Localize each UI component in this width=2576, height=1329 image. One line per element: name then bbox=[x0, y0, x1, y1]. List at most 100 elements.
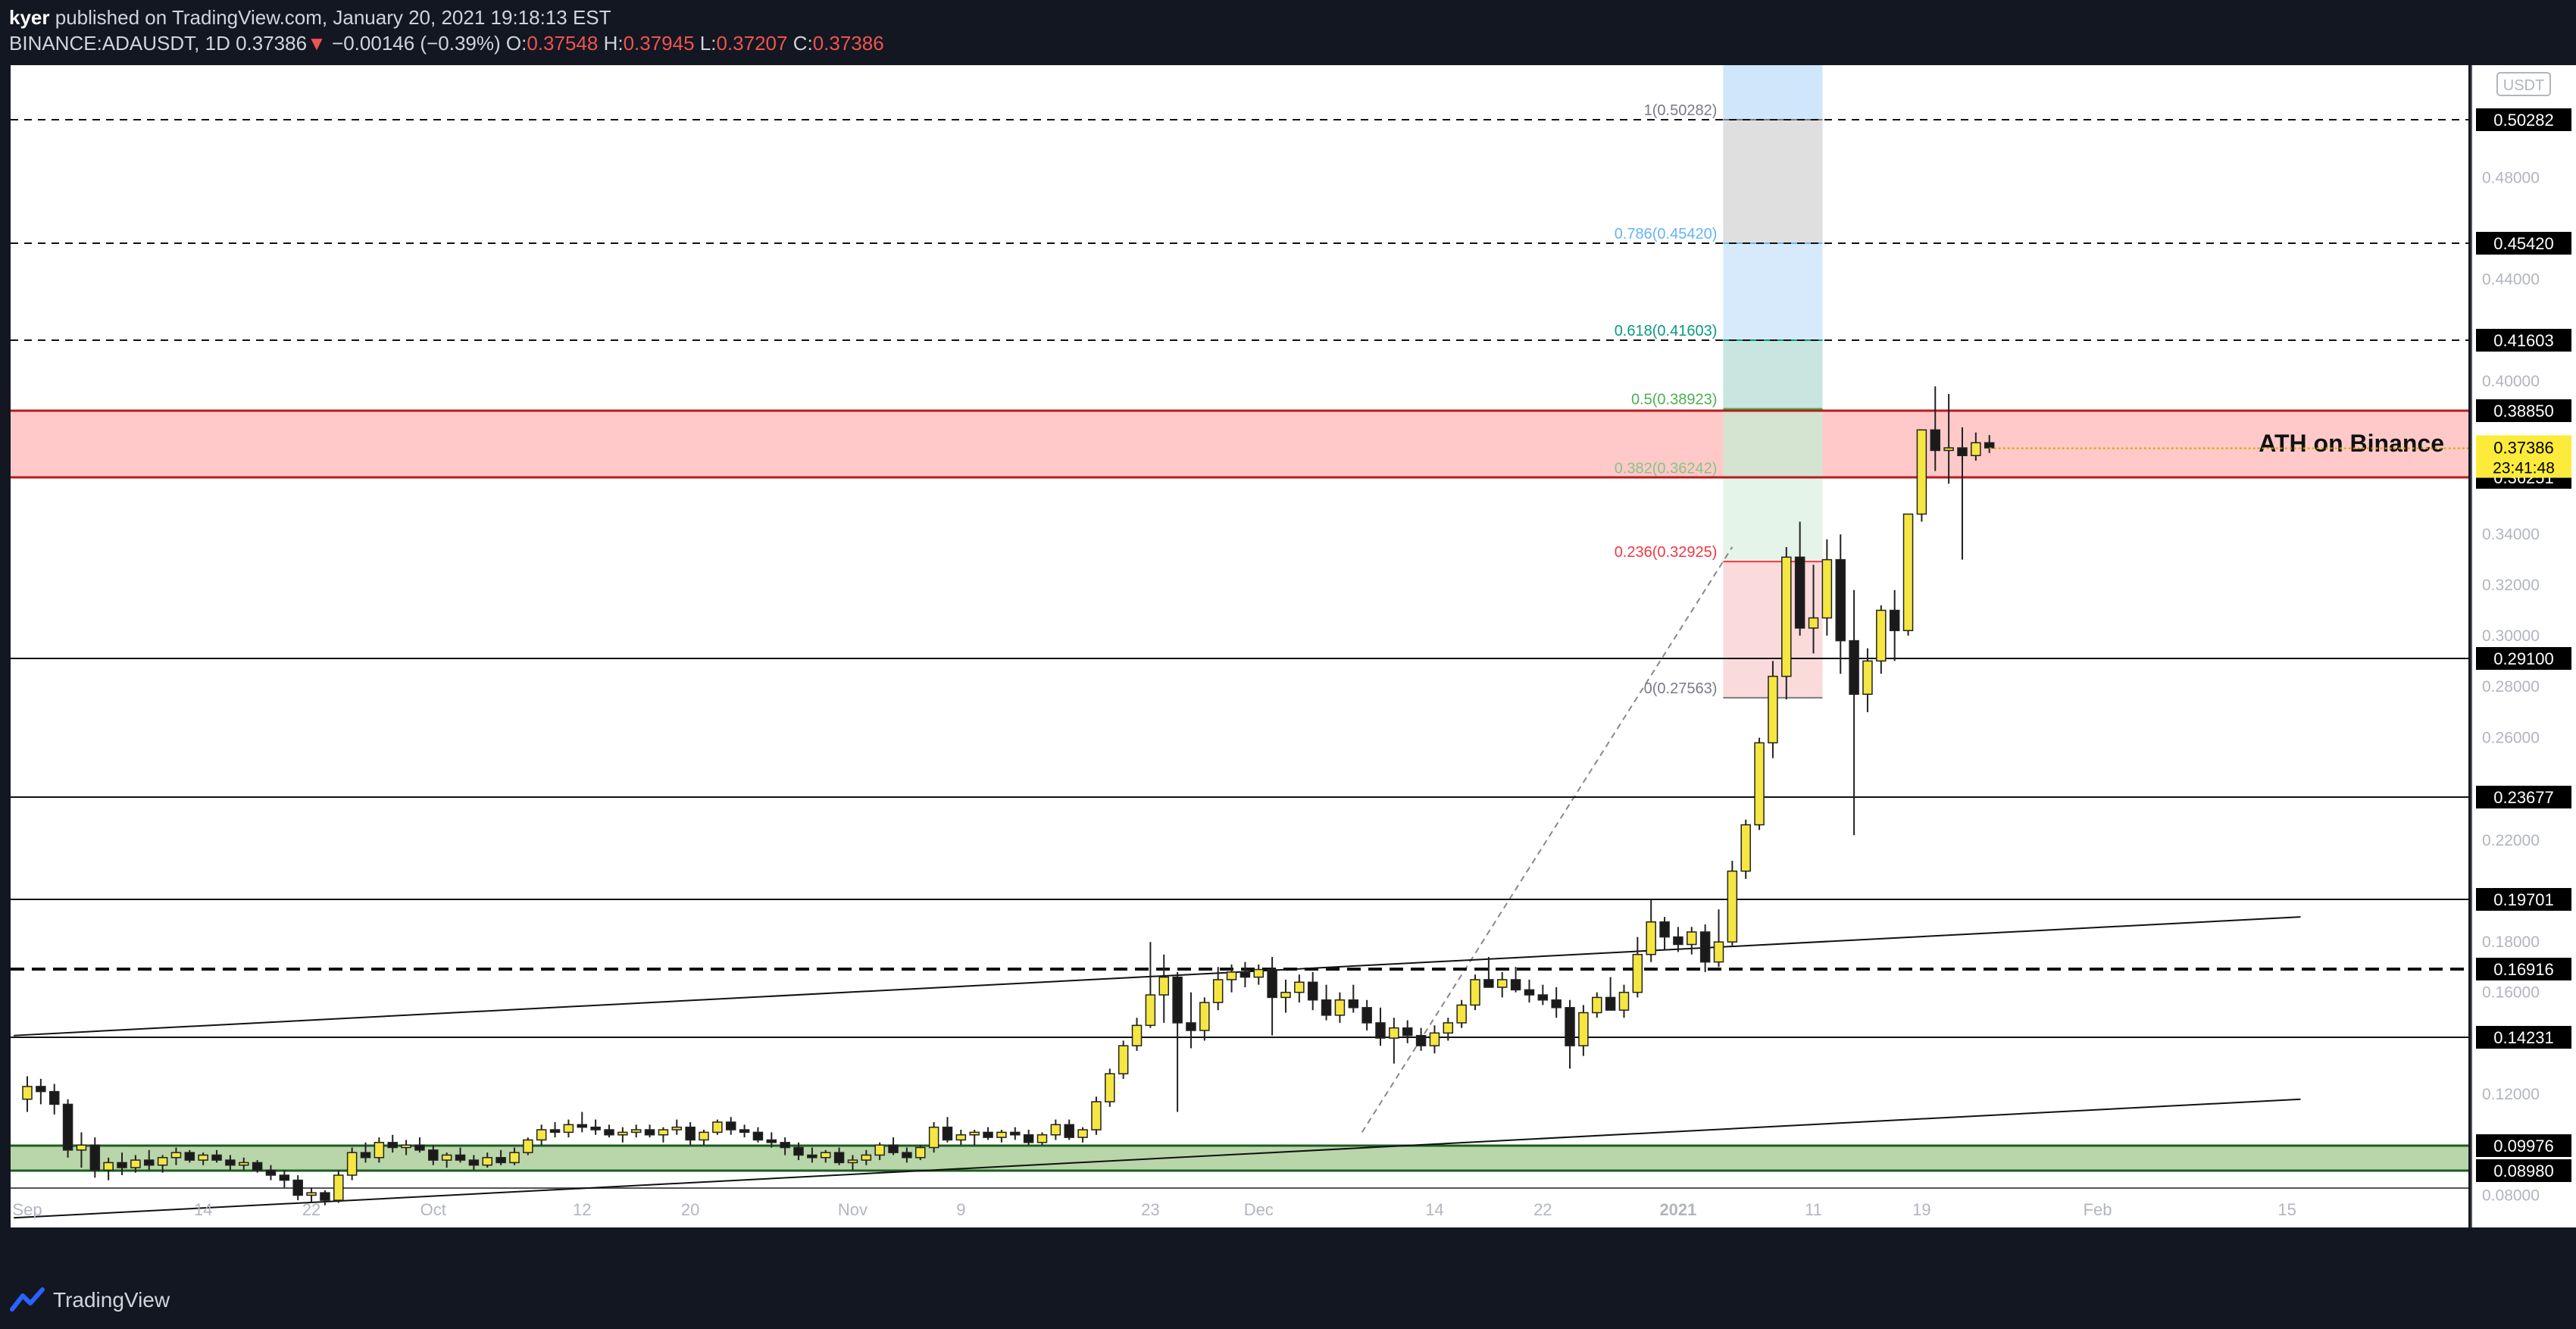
candle-body[interactable] bbox=[1119, 1046, 1128, 1074]
candle-body[interactable] bbox=[374, 1143, 383, 1158]
candle-body[interactable] bbox=[1186, 1023, 1196, 1030]
candle-body[interactable] bbox=[158, 1158, 167, 1165]
candle-body[interactable] bbox=[1308, 982, 1318, 999]
candle-body[interactable] bbox=[1214, 980, 1223, 1002]
candle-body[interactable] bbox=[605, 1130, 614, 1135]
candle-body[interactable] bbox=[1349, 1000, 1358, 1008]
price-chart[interactable]: 1(0.50282) 0.786(0.45420) 0.618(0.41603) 0.… bbox=[0, 65, 2576, 1273]
candle-body[interactable] bbox=[1105, 1074, 1114, 1102]
candle-body[interactable] bbox=[551, 1130, 560, 1132]
candle-body[interactable] bbox=[1295, 982, 1304, 992]
candle-body[interactable] bbox=[1755, 743, 1764, 824]
candle-body[interactable] bbox=[1268, 970, 1277, 998]
candle-body[interactable] bbox=[293, 1180, 302, 1196]
candle-body[interactable] bbox=[1200, 1002, 1209, 1030]
candle-body[interactable] bbox=[794, 1148, 803, 1155]
candle-body[interactable] bbox=[997, 1132, 1006, 1137]
candle-body[interactable] bbox=[1240, 972, 1249, 977]
candle-body[interactable] bbox=[1024, 1135, 1033, 1143]
candle-body[interactable] bbox=[36, 1087, 45, 1092]
candle-body[interactable] bbox=[1227, 972, 1236, 980]
candle-body[interactable] bbox=[456, 1155, 465, 1160]
candle-body[interactable] bbox=[1376, 1023, 1385, 1038]
candle-body[interactable] bbox=[970, 1132, 979, 1134]
candle-body[interactable] bbox=[1593, 997, 1602, 1012]
candle-body[interactable] bbox=[1457, 1005, 1466, 1022]
candle-body[interactable] bbox=[483, 1158, 492, 1165]
candle-body[interactable] bbox=[199, 1155, 208, 1160]
candle-body[interactable] bbox=[1322, 1000, 1331, 1015]
candle-body[interactable] bbox=[239, 1162, 249, 1165]
candle-body[interactable] bbox=[90, 1145, 99, 1170]
candle-body[interactable] bbox=[1064, 1124, 1074, 1137]
candle-body[interactable] bbox=[1687, 932, 1696, 945]
candle-body[interactable] bbox=[1633, 955, 1642, 993]
candle-body[interactable] bbox=[780, 1143, 789, 1148]
candle-body[interactable] bbox=[104, 1162, 113, 1170]
candle-body[interactable] bbox=[1971, 442, 1980, 455]
candle-body[interactable] bbox=[226, 1160, 235, 1165]
candle-body[interactable] bbox=[1051, 1124, 1060, 1134]
candle-body[interactable] bbox=[388, 1143, 397, 1148]
symbol-label[interactable]: BINANCE:ADAUSDT, 1D bbox=[9, 32, 230, 55]
candle-body[interactable] bbox=[930, 1127, 939, 1148]
candle-body[interactable] bbox=[658, 1130, 667, 1135]
candle-body[interactable] bbox=[50, 1092, 59, 1105]
candle-body[interactable] bbox=[1674, 937, 1683, 945]
candle-body[interactable] bbox=[1768, 677, 1777, 743]
candle-body[interactable] bbox=[307, 1193, 316, 1195]
candle-body[interactable] bbox=[1619, 993, 1628, 1010]
candle-body[interactable] bbox=[1254, 970, 1263, 977]
candle-body[interactable] bbox=[253, 1162, 262, 1170]
candle-body[interactable] bbox=[767, 1140, 776, 1142]
candle-body[interactable] bbox=[415, 1145, 424, 1150]
candle-body[interactable] bbox=[1552, 1000, 1561, 1008]
candle-body[interactable] bbox=[402, 1145, 411, 1147]
candle-body[interactable] bbox=[632, 1130, 641, 1132]
candle-body[interactable] bbox=[334, 1175, 343, 1200]
candle-body[interactable] bbox=[875, 1145, 884, 1155]
candle-body[interactable] bbox=[727, 1122, 736, 1130]
candle-body[interactable] bbox=[131, 1160, 140, 1168]
candle-body[interactable] bbox=[1930, 430, 1940, 450]
candle-body[interactable] bbox=[1484, 980, 1493, 987]
candle-body[interactable] bbox=[171, 1152, 180, 1158]
candle-body[interactable] bbox=[1498, 980, 1507, 987]
candle-body[interactable] bbox=[1565, 1008, 1574, 1046]
candle-body[interactable] bbox=[1159, 977, 1168, 995]
candle-body[interactable] bbox=[956, 1135, 965, 1140]
candle-body[interactable] bbox=[77, 1145, 86, 1150]
candle-body[interactable] bbox=[889, 1145, 898, 1152]
candle-body[interactable] bbox=[1917, 430, 1926, 514]
tradingview-brand[interactable]: TradingView bbox=[53, 1288, 170, 1312]
candle-body[interactable] bbox=[1863, 661, 1872, 694]
candle-body[interactable] bbox=[537, 1130, 546, 1140]
candle-body[interactable] bbox=[524, 1140, 533, 1152]
candle-body[interactable] bbox=[1281, 993, 1290, 998]
candle-body[interactable] bbox=[1849, 641, 1859, 695]
candle-body[interactable] bbox=[1038, 1135, 1047, 1143]
candle-body[interactable] bbox=[1890, 610, 1899, 630]
candle-body[interactable] bbox=[361, 1152, 370, 1158]
candle-body[interactable] bbox=[591, 1127, 600, 1130]
candle-body[interactable] bbox=[1741, 825, 1750, 871]
candle-body[interactable] bbox=[64, 1104, 73, 1149]
candle-body[interactable] bbox=[1646, 922, 1655, 955]
candle-body[interactable] bbox=[469, 1160, 478, 1165]
candle-body[interactable] bbox=[1715, 942, 1724, 962]
candle-body[interactable] bbox=[1579, 1013, 1588, 1046]
candle-body[interactable] bbox=[1471, 980, 1480, 1005]
candle-body[interactable] bbox=[646, 1130, 655, 1135]
candle-body[interactable] bbox=[902, 1152, 911, 1158]
candle-body[interactable] bbox=[1782, 557, 1791, 676]
candle-body[interactable] bbox=[699, 1132, 708, 1140]
candle-body[interactable] bbox=[1877, 610, 1886, 661]
candle-body[interactable] bbox=[320, 1193, 330, 1200]
candle-body[interactable] bbox=[1362, 1008, 1371, 1023]
candle-body[interactable] bbox=[1403, 1028, 1412, 1036]
candle-body[interactable] bbox=[1092, 1102, 1101, 1130]
candle-body[interactable] bbox=[983, 1132, 993, 1137]
candle-body[interactable] bbox=[686, 1127, 695, 1140]
candle-body[interactable] bbox=[672, 1127, 681, 1130]
candle-body[interactable] bbox=[861, 1155, 871, 1160]
